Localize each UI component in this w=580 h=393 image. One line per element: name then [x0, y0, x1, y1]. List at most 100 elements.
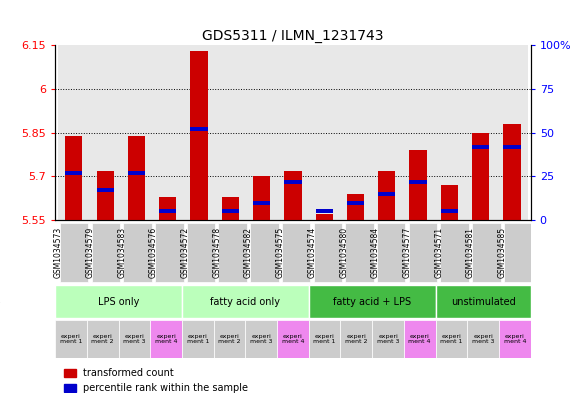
Bar — [409, 150, 427, 220]
Bar — [284, 180, 302, 184]
Bar — [66, 136, 82, 220]
Text: experi
ment 2: experi ment 2 — [218, 334, 241, 344]
Bar — [253, 201, 270, 204]
Text: LPS only: LPS only — [98, 297, 139, 307]
Text: GSM1034574: GSM1034574 — [307, 227, 317, 278]
Bar — [403, 45, 434, 220]
Bar — [213, 320, 245, 358]
Text: GSM1034575: GSM1034575 — [276, 227, 285, 278]
Text: experi
ment 4: experi ment 4 — [408, 334, 431, 344]
Bar — [340, 320, 372, 358]
Bar — [87, 320, 118, 358]
Text: experi
ment 1: experi ment 1 — [187, 334, 209, 344]
FancyBboxPatch shape — [124, 223, 152, 282]
FancyBboxPatch shape — [250, 223, 278, 282]
FancyBboxPatch shape — [314, 223, 342, 282]
Bar — [309, 320, 340, 358]
Bar — [222, 197, 239, 220]
Bar — [66, 171, 82, 175]
Bar — [467, 320, 499, 358]
Text: GSM1034581: GSM1034581 — [466, 227, 475, 278]
Text: GSM1034580: GSM1034580 — [339, 227, 348, 278]
Bar — [96, 171, 114, 220]
Bar — [409, 180, 427, 184]
Bar — [215, 45, 246, 220]
Bar — [58, 45, 89, 220]
Bar — [277, 45, 309, 220]
Bar — [284, 171, 302, 220]
Text: experi
ment 2: experi ment 2 — [345, 334, 368, 344]
Bar — [340, 45, 371, 220]
Bar — [128, 136, 145, 220]
FancyBboxPatch shape — [472, 223, 501, 282]
Bar — [159, 209, 176, 213]
Text: GSM1034582: GSM1034582 — [244, 227, 253, 278]
Bar — [436, 285, 531, 318]
Bar — [96, 188, 114, 192]
Bar — [277, 320, 309, 358]
Bar — [182, 320, 213, 358]
Text: experi
ment 3: experi ment 3 — [250, 334, 273, 344]
FancyBboxPatch shape — [187, 223, 215, 282]
Text: fatty acid only: fatty acid only — [211, 297, 280, 307]
Text: experi
ment 1: experi ment 1 — [440, 334, 463, 344]
FancyBboxPatch shape — [282, 223, 310, 282]
Bar — [245, 320, 277, 358]
FancyBboxPatch shape — [504, 223, 532, 282]
Text: experi
ment 1: experi ment 1 — [313, 334, 336, 344]
Bar — [316, 214, 333, 220]
Bar — [441, 185, 458, 220]
Legend: transformed count, percentile rank within the sample: transformed count, percentile rank withi… — [60, 364, 252, 393]
Text: experi
ment 4: experi ment 4 — [503, 334, 526, 344]
Text: experi
ment 1: experi ment 1 — [60, 334, 82, 344]
Bar — [150, 320, 182, 358]
Text: GSM1034583: GSM1034583 — [117, 227, 126, 278]
FancyBboxPatch shape — [219, 223, 247, 282]
Text: GSM1034579: GSM1034579 — [85, 227, 95, 278]
FancyBboxPatch shape — [377, 223, 405, 282]
Bar — [190, 127, 208, 131]
Bar — [347, 194, 364, 220]
Bar — [441, 209, 458, 213]
Bar — [372, 320, 404, 358]
Text: GSM1034585: GSM1034585 — [498, 227, 507, 278]
FancyBboxPatch shape — [92, 223, 120, 282]
Bar — [378, 171, 396, 220]
Bar — [465, 45, 496, 220]
Bar — [316, 209, 333, 213]
Bar — [347, 201, 364, 204]
Bar — [503, 124, 520, 220]
Bar — [222, 209, 239, 213]
Bar — [371, 45, 403, 220]
Text: GSM1034576: GSM1034576 — [149, 227, 158, 278]
Bar — [499, 320, 531, 358]
Bar — [183, 45, 215, 220]
Bar — [404, 320, 436, 358]
Bar — [128, 171, 145, 175]
Bar — [436, 320, 467, 358]
Title: GDS5311 / ILMN_1231743: GDS5311 / ILMN_1231743 — [202, 29, 383, 43]
Bar — [190, 51, 208, 220]
Bar — [121, 45, 152, 220]
Bar — [378, 192, 396, 196]
FancyBboxPatch shape — [345, 223, 374, 282]
Text: experi
ment 3: experi ment 3 — [377, 334, 399, 344]
Bar — [309, 45, 340, 220]
Bar — [253, 176, 270, 220]
Bar — [152, 45, 183, 220]
Bar — [434, 45, 465, 220]
Text: GSM1034578: GSM1034578 — [212, 227, 222, 278]
Text: experi
ment 2: experi ment 2 — [92, 334, 114, 344]
Bar — [309, 285, 436, 318]
Bar — [118, 320, 150, 358]
Text: fatty acid + LPS: fatty acid + LPS — [333, 297, 411, 307]
Bar — [503, 145, 520, 149]
Text: GSM1034571: GSM1034571 — [434, 227, 443, 278]
FancyBboxPatch shape — [155, 223, 183, 282]
Text: GSM1034572: GSM1034572 — [180, 227, 190, 278]
Text: experi
ment 3: experi ment 3 — [123, 334, 146, 344]
Bar — [496, 45, 528, 220]
Bar — [246, 45, 277, 220]
FancyBboxPatch shape — [440, 223, 469, 282]
Text: GSM1034573: GSM1034573 — [54, 227, 63, 278]
